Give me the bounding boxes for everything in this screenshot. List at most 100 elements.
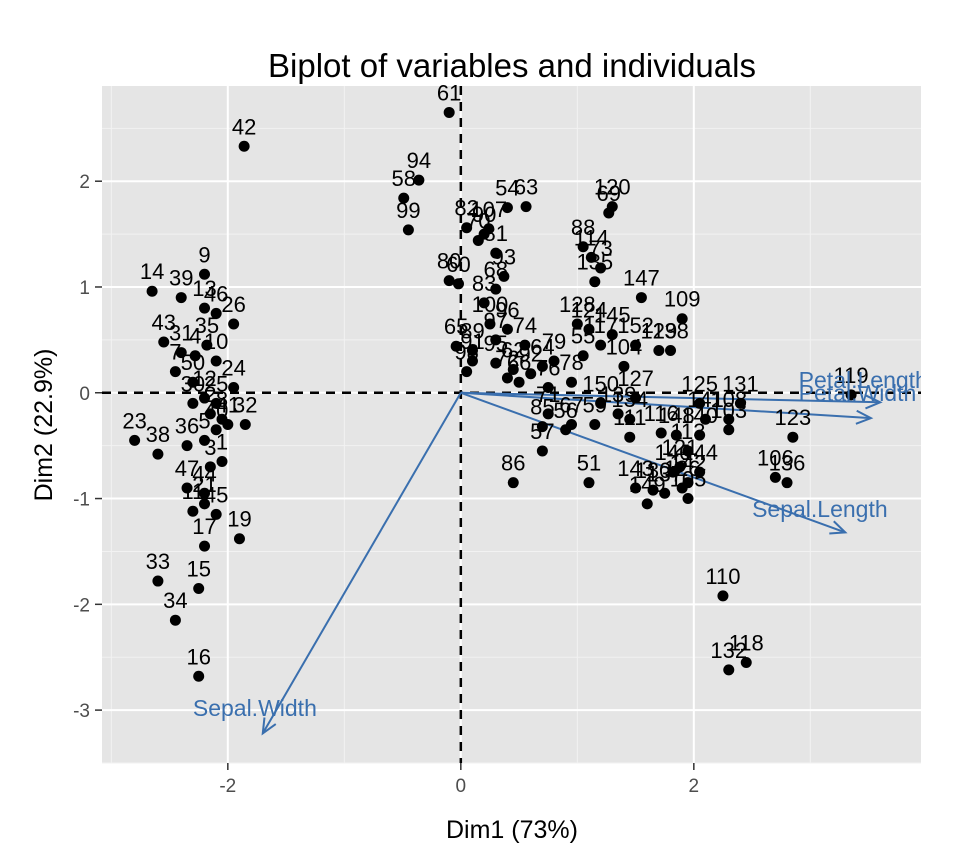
individual-point (199, 302, 211, 314)
individual-label: 140 (681, 403, 718, 428)
individual-point (618, 360, 630, 372)
individual-label: 13 (192, 276, 216, 301)
individual-label: 47 (175, 456, 199, 481)
individual-point (187, 505, 199, 517)
variable-arrow (261, 392, 462, 734)
individual-label: 21 (192, 472, 216, 497)
individual-point (402, 224, 414, 236)
individual-label: 132 (710, 638, 747, 663)
individual-label: 86 (501, 451, 525, 476)
individual-point (676, 482, 688, 494)
individual-point (595, 397, 607, 409)
individual-label: 142 (670, 451, 707, 476)
individual-label: 99 (396, 198, 420, 223)
individual-point (452, 278, 464, 290)
individual-label: 68 (484, 257, 508, 282)
y-axis-title: Dim2 (22.9%) (30, 349, 58, 502)
variable-arrowhead (261, 717, 277, 736)
individual-point (169, 366, 181, 378)
individual-point (723, 413, 735, 425)
individual-label: 85 (530, 395, 554, 420)
individual-point (577, 350, 589, 362)
individual-point (583, 477, 595, 489)
individual-point (199, 498, 211, 510)
y-tick-label: 1 (79, 278, 90, 299)
individual-point (781, 477, 793, 489)
variable-arrowhead (865, 394, 883, 410)
individual-label: 107 (470, 197, 507, 222)
variable-arrow (460, 391, 846, 534)
individual-point (152, 448, 164, 460)
zero-reference-lines (102, 86, 921, 763)
individual-point (461, 222, 473, 234)
individual-label: 150 (582, 371, 619, 396)
individual-point (641, 498, 653, 510)
individual-label: 81 (484, 221, 508, 246)
individual-point (169, 614, 181, 626)
individual-label: 104 (606, 334, 643, 359)
individual-label: 134 (611, 387, 648, 412)
individual-point (193, 670, 205, 682)
individual-label: 138 (652, 318, 689, 343)
individual-point (630, 339, 642, 351)
individual-label: 65 (444, 314, 468, 339)
individual-point (498, 270, 510, 282)
individual-label: 16 (186, 644, 210, 669)
individual-label: 114 (574, 225, 609, 250)
individual-point (723, 424, 735, 436)
individual-point (577, 241, 589, 253)
individual-point (525, 368, 537, 380)
individual-label: 135 (576, 250, 613, 275)
individual-point (216, 456, 228, 468)
individual-label: 139 (600, 382, 637, 407)
individual-point (443, 106, 455, 118)
variable-label: Petal.Length (799, 367, 928, 393)
individual-point (199, 540, 211, 552)
individual-point (787, 431, 799, 443)
individual-label: 137 (646, 461, 683, 486)
individual-label: 94 (407, 148, 431, 173)
individual-point (210, 508, 222, 520)
individual-point (181, 440, 193, 452)
individual-point (152, 575, 164, 587)
individual-point (734, 397, 746, 409)
individual-label: 145 (594, 303, 631, 328)
grid-minor (102, 86, 921, 764)
individual-label: 32 (233, 393, 257, 418)
individual-point (181, 482, 193, 494)
individual-label: 69 (597, 181, 621, 206)
individual-label: 11 (181, 479, 204, 504)
individual-point (189, 350, 201, 362)
individual-label: 147 (623, 266, 660, 291)
individual-point (659, 487, 671, 499)
individual-label: 64 (530, 334, 554, 359)
individual-point (845, 389, 857, 401)
individual-point (670, 429, 682, 441)
individual-label: 123 (774, 405, 811, 430)
individual-label: 98 (454, 340, 478, 365)
individual-point (589, 276, 601, 288)
individual-label: 55 (571, 324, 595, 349)
individual-label: 66 (507, 350, 531, 375)
individual-point (199, 268, 211, 280)
individual-point (542, 408, 554, 420)
individual-point (769, 471, 781, 483)
y-tick-label: -3 (73, 701, 90, 722)
individual-label: 30 (181, 371, 205, 396)
individual-point (398, 192, 410, 204)
individual-label: 41 (216, 393, 240, 418)
individual-label: 103 (710, 398, 747, 423)
individual-label: 36 (175, 414, 199, 439)
individual-point (565, 376, 577, 388)
y-tick-label: -2 (73, 595, 90, 616)
individual-point (158, 336, 170, 348)
individual-point (655, 427, 667, 439)
individual-point (647, 484, 659, 496)
individual-point (571, 318, 583, 330)
individual-label: 89 (460, 318, 484, 343)
individual-point (667, 466, 679, 478)
individual-label: 5 (198, 408, 210, 433)
